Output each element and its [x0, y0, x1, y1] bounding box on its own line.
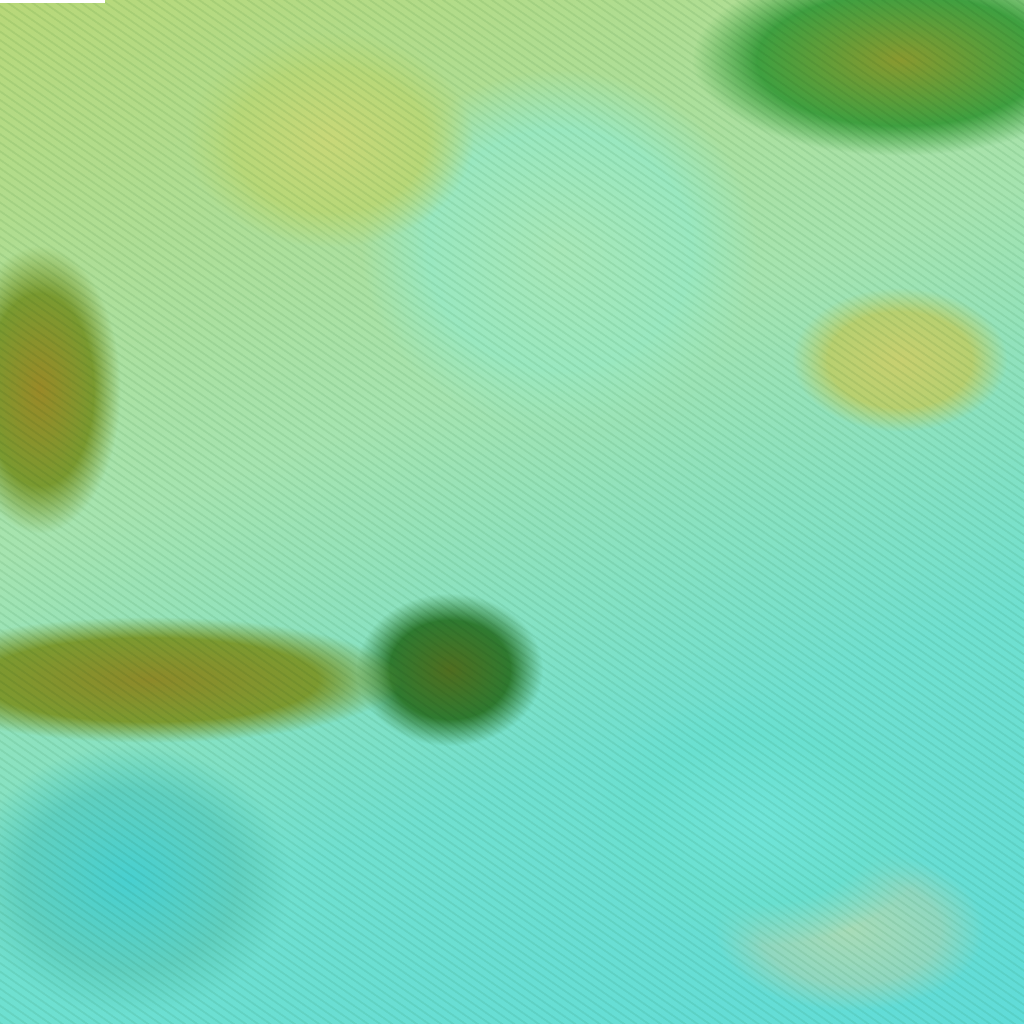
image-border-strip [0, 0, 105, 3]
